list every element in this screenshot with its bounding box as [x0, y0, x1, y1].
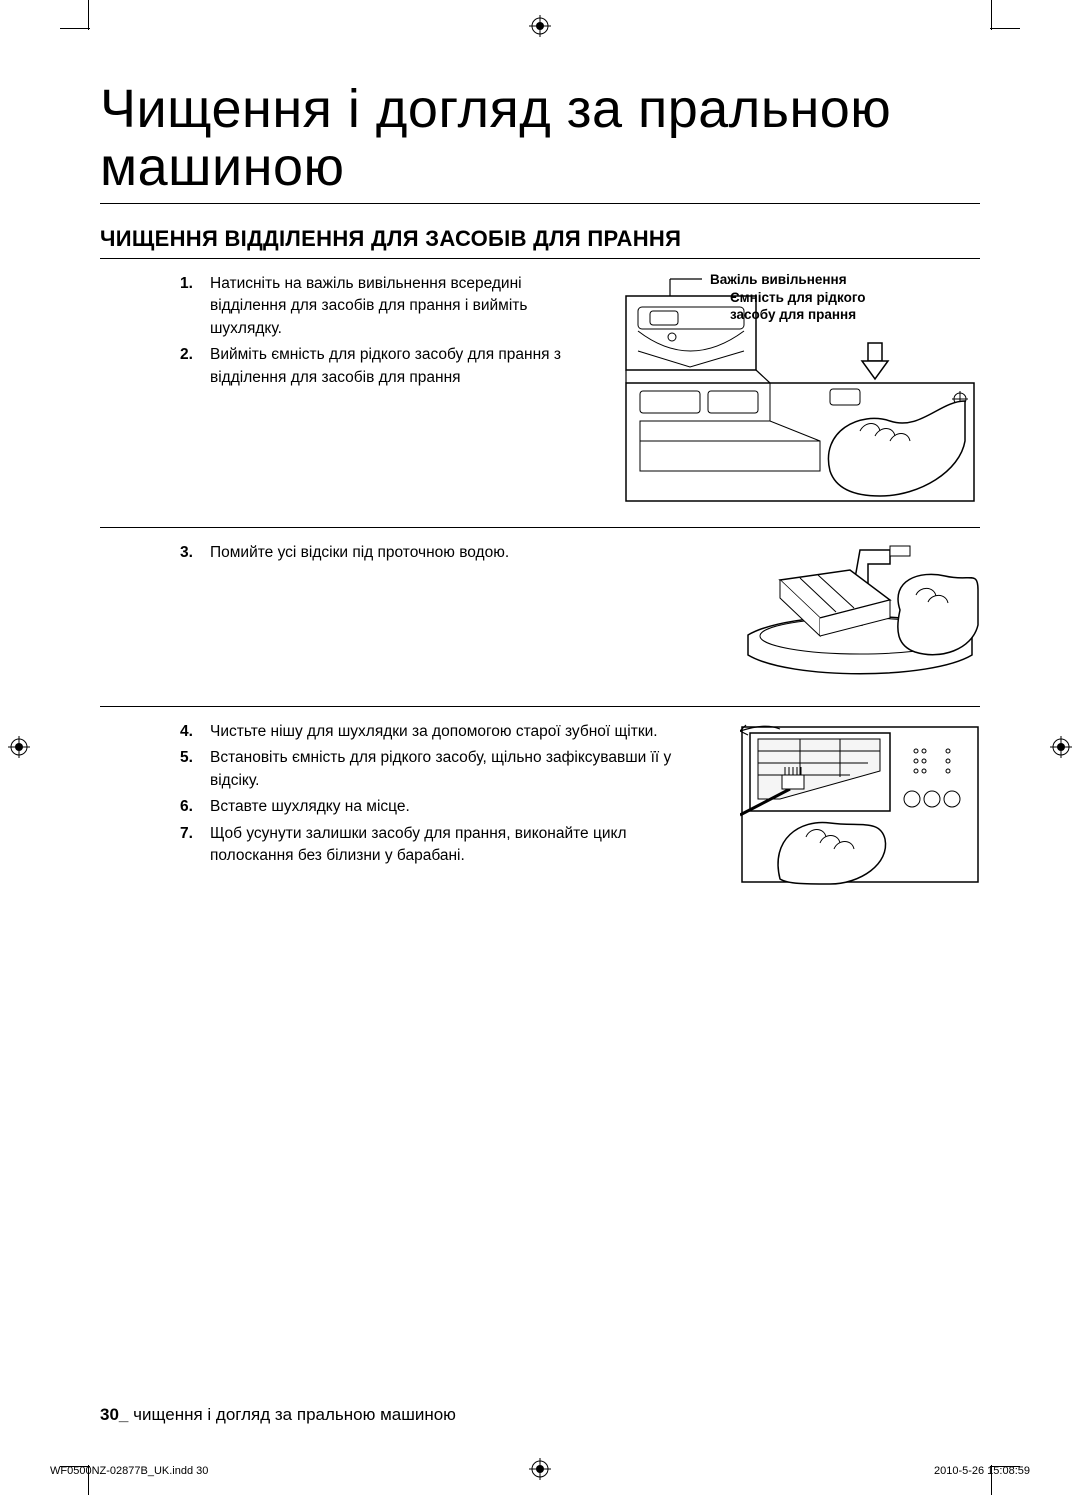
step-text: Щоб усунути залишки засобу для прання, в… — [210, 825, 627, 864]
figure-2 — [720, 540, 980, 690]
figure-1: Важіль вивільнення Ємність для рідкого з… — [620, 271, 980, 511]
step-text: Вставте шухлядку на місце. — [210, 798, 410, 815]
step-item: 7. Щоб усунути залишки засобу для прання,… — [180, 823, 700, 868]
page-footer: 30_ чищення і догляд за пральною машиною — [100, 1405, 456, 1425]
callout-release-lever: Важіль вивільнення — [710, 271, 847, 289]
step-text: Встановіть ємність для рідкого засобу, щ… — [210, 749, 671, 788]
rinse-illustration-icon — [740, 540, 980, 690]
instruction-block-3: 4. Чистьте нішу для шухлядки за допомогою… — [100, 719, 980, 905]
callout-liquid-container: Ємність для рідкого засобу для прання — [730, 289, 866, 324]
step-number: 5. — [180, 747, 193, 769]
step-number: 4. — [180, 721, 193, 743]
instruction-text: 3. Помийте усі відсіки під проточною водо… — [100, 540, 700, 690]
section-heading: ЧИЩЕННЯ ВІДДІЛЕННЯ ДЛЯ ЗАСОБІВ ДЛЯ ПРАНН… — [100, 226, 980, 259]
step-number: 3. — [180, 542, 193, 564]
step-text: Вийміть ємність для рідкого засобу для п… — [210, 346, 561, 385]
instruction-text: 4. Чистьте нішу для шухлядки за допомогою… — [100, 719, 700, 889]
crop-mark — [991, 0, 992, 30]
step-number: 6. — [180, 796, 193, 818]
step-text: Чистьте нішу для шухлядки за допомогою с… — [210, 723, 658, 740]
instruction-block-1: 1. Натисніть на важіль вивільнення всеред… — [100, 271, 980, 528]
callout-text: засобу для прання — [730, 307, 856, 322]
steps-list: 1. Натисніть на важіль вивільнення всеред… — [100, 273, 600, 389]
down-arrow-icon — [862, 343, 888, 379]
step-number: 7. — [180, 823, 193, 845]
footer-running-title: чищення і догляд за пральною машиною — [133, 1405, 456, 1424]
imprint-timestamp: 2010-5-26 15:08:59 — [934, 1465, 1030, 1477]
crop-mark — [88, 0, 89, 30]
crop-mark — [60, 28, 90, 29]
step-item: 5. Встановіть ємність для рідкого засобу,… — [180, 747, 700, 792]
page-number: 30_ — [100, 1405, 128, 1424]
crop-mark — [990, 28, 1020, 29]
step-item: 4. Чистьте нішу для шухлядки за допомогою… — [180, 721, 700, 743]
step-item: 3. Помийте усі відсіки під проточною водо… — [180, 542, 700, 564]
step-text: Натисніть на важіль вивільнення всередин… — [210, 275, 527, 337]
page-content: Чищення і догляд за пральною машиною ЧИЩ… — [100, 80, 980, 1375]
instruction-block-2: 3. Помийте усі відсіки під проточною водо… — [100, 540, 980, 707]
step-number: 1. — [180, 273, 193, 295]
instruction-text: 1. Натисніть на важіль вивільнення всеред… — [100, 271, 600, 511]
imprint-file: WF0500NZ-02877B_UK.indd 30 — [50, 1465, 208, 1477]
step-text: Помийте усі відсіки під проточною водою. — [210, 544, 509, 561]
step-item: 6. Вставте шухлядку на місце. — [180, 796, 700, 818]
callout-text: Ємність для рідкого — [730, 290, 866, 305]
page-title: Чищення і догляд за пральною машиною — [100, 80, 980, 204]
step-number: 2. — [180, 344, 193, 366]
registration-mark-icon — [1050, 736, 1072, 758]
steps-list: 4. Чистьте нішу для шухлядки за допомогою… — [100, 721, 700, 868]
step-item: 2. Вийміть ємність для рідкого засобу для… — [180, 344, 600, 389]
registration-mark-icon — [529, 1458, 551, 1480]
steps-list: 3. Помийте усі відсіки під проточною водо… — [100, 542, 700, 564]
figure-3 — [720, 719, 980, 889]
brush-illustration-icon — [740, 719, 980, 889]
step-item: 1. Натисніть на важіль вивільнення всеред… — [180, 273, 600, 340]
registration-mark-icon — [8, 736, 30, 758]
registration-mark-icon — [529, 15, 551, 37]
